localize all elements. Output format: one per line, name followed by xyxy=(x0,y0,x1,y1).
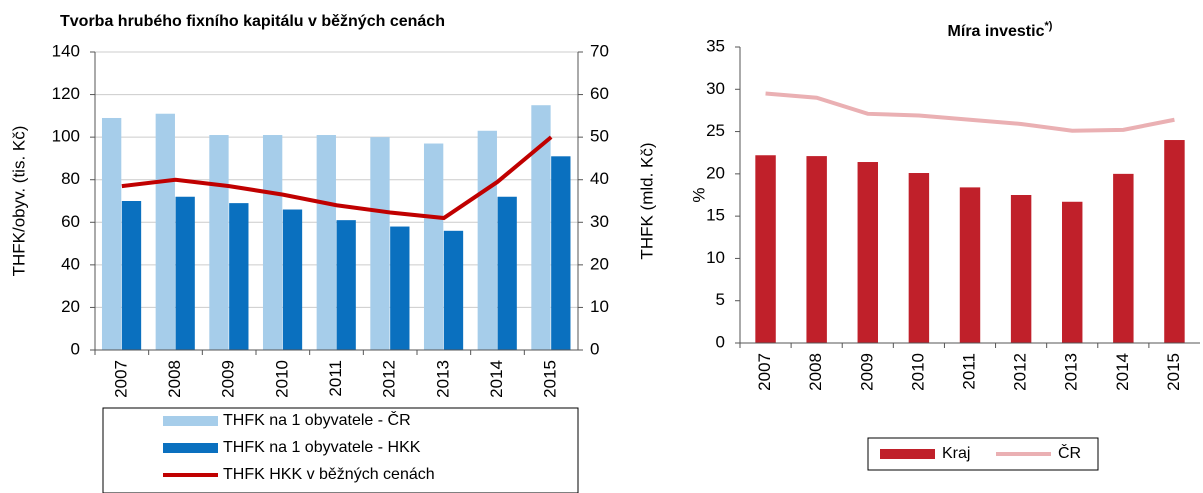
y2-tick-label: 50 xyxy=(590,127,609,146)
y2-axis-label: THFK (mld. Kč) xyxy=(637,142,656,259)
x-tick-label: 2008 xyxy=(806,353,825,391)
bar xyxy=(908,173,930,343)
bar xyxy=(229,203,249,350)
y-tick-label: 20 xyxy=(61,297,80,316)
bar xyxy=(755,155,776,343)
x-tick-label: 2007 xyxy=(111,360,130,398)
bar xyxy=(101,117,122,350)
bar xyxy=(806,156,827,343)
bar xyxy=(282,209,303,350)
legend-swatch xyxy=(880,449,935,459)
x-tick-label: 2012 xyxy=(380,360,399,398)
legend-label: Kraj xyxy=(942,445,970,462)
x-tick-label: 2009 xyxy=(857,353,876,391)
legend-label: ČR xyxy=(1058,443,1081,462)
chart-title: Tvorba hrubého fixního kapitálu v běžnýc… xyxy=(60,13,445,30)
bar xyxy=(121,201,142,350)
legend-label: THFK HKK v běžných cenách xyxy=(223,466,435,483)
bar xyxy=(262,135,283,350)
chart-title: Míra investic*) xyxy=(948,20,1053,40)
x-tick-label: 2013 xyxy=(1062,353,1081,391)
bar xyxy=(423,143,444,350)
bar xyxy=(551,156,571,350)
x-tick-label: 2009 xyxy=(219,360,238,398)
x-tick-label: 2015 xyxy=(1164,353,1183,391)
x-tick-label: 2013 xyxy=(433,360,452,398)
bar xyxy=(1113,173,1134,343)
bar xyxy=(443,230,464,350)
y2-tick-label: 0 xyxy=(590,339,599,358)
legend-label: THFK na 1 obyvatele - ČR xyxy=(223,410,411,429)
y2-tick-label: 40 xyxy=(590,169,609,188)
y2-tick-label: 70 xyxy=(590,41,609,60)
title-note: *) xyxy=(1044,20,1052,32)
x-tick-label: 2008 xyxy=(165,360,184,398)
bar xyxy=(155,113,175,350)
x-tick-label: 2010 xyxy=(272,360,291,398)
x-tick-label: 2010 xyxy=(908,353,927,391)
title-text: Míra investic xyxy=(948,23,1045,40)
y-tick-label: 80 xyxy=(61,169,80,188)
y-tick-label: 30 xyxy=(706,79,725,98)
bar xyxy=(959,187,981,343)
y-tick-label: 5 xyxy=(716,290,725,309)
x-tick-label: 2014 xyxy=(487,360,506,398)
x-tick-label: 2014 xyxy=(1113,353,1132,391)
y-tick-label: 140 xyxy=(52,41,80,60)
x-tick-label: 2007 xyxy=(755,353,774,391)
line xyxy=(765,91,1175,133)
line xyxy=(121,135,553,221)
bar xyxy=(477,130,497,350)
bar xyxy=(316,135,336,350)
y-tick-label: 120 xyxy=(52,84,80,103)
title-text: Tvorba hrubého fixního kapitálu v běžnýc… xyxy=(60,13,445,30)
legend-label: THFK na 1 obyvatele - HKK xyxy=(223,439,421,456)
y-tick-label: 0 xyxy=(71,339,80,358)
bar xyxy=(336,220,356,350)
y-tick-label: 100 xyxy=(52,127,80,146)
y-tick-label: 15 xyxy=(706,206,725,225)
y2-tick-label: 10 xyxy=(590,297,609,316)
bar xyxy=(531,105,551,350)
y-tick-label: 20 xyxy=(706,163,725,182)
x-tick-label: 2011 xyxy=(326,360,345,397)
bar xyxy=(857,162,878,343)
y-tick-label: 60 xyxy=(61,212,80,231)
y-tick-label: 40 xyxy=(61,254,80,273)
x-tick-label: 2011 xyxy=(959,353,978,390)
y-axis-label: THFK/obyv. (tis. Kč) xyxy=(9,126,28,277)
bar xyxy=(209,135,229,350)
bar xyxy=(497,196,517,350)
y-axis-label: % xyxy=(689,187,708,202)
y-tick-label: 25 xyxy=(706,121,725,140)
y-tick-label: 0 xyxy=(716,332,725,351)
bar xyxy=(370,137,390,350)
y-tick-label: 35 xyxy=(706,36,725,55)
bar xyxy=(390,226,410,350)
x-tick-label: 2015 xyxy=(541,360,560,398)
legend-swatch xyxy=(163,416,218,426)
y-tick-label: 10 xyxy=(706,248,725,267)
legend-swatch xyxy=(163,443,218,453)
x-tick-label: 2012 xyxy=(1011,353,1030,391)
y2-tick-label: 20 xyxy=(590,254,609,273)
y2-tick-label: 30 xyxy=(590,212,609,231)
bar xyxy=(175,196,195,350)
bar xyxy=(1062,201,1083,343)
bar xyxy=(1010,195,1032,343)
y2-tick-label: 60 xyxy=(590,84,609,103)
bar xyxy=(1164,140,1185,343)
